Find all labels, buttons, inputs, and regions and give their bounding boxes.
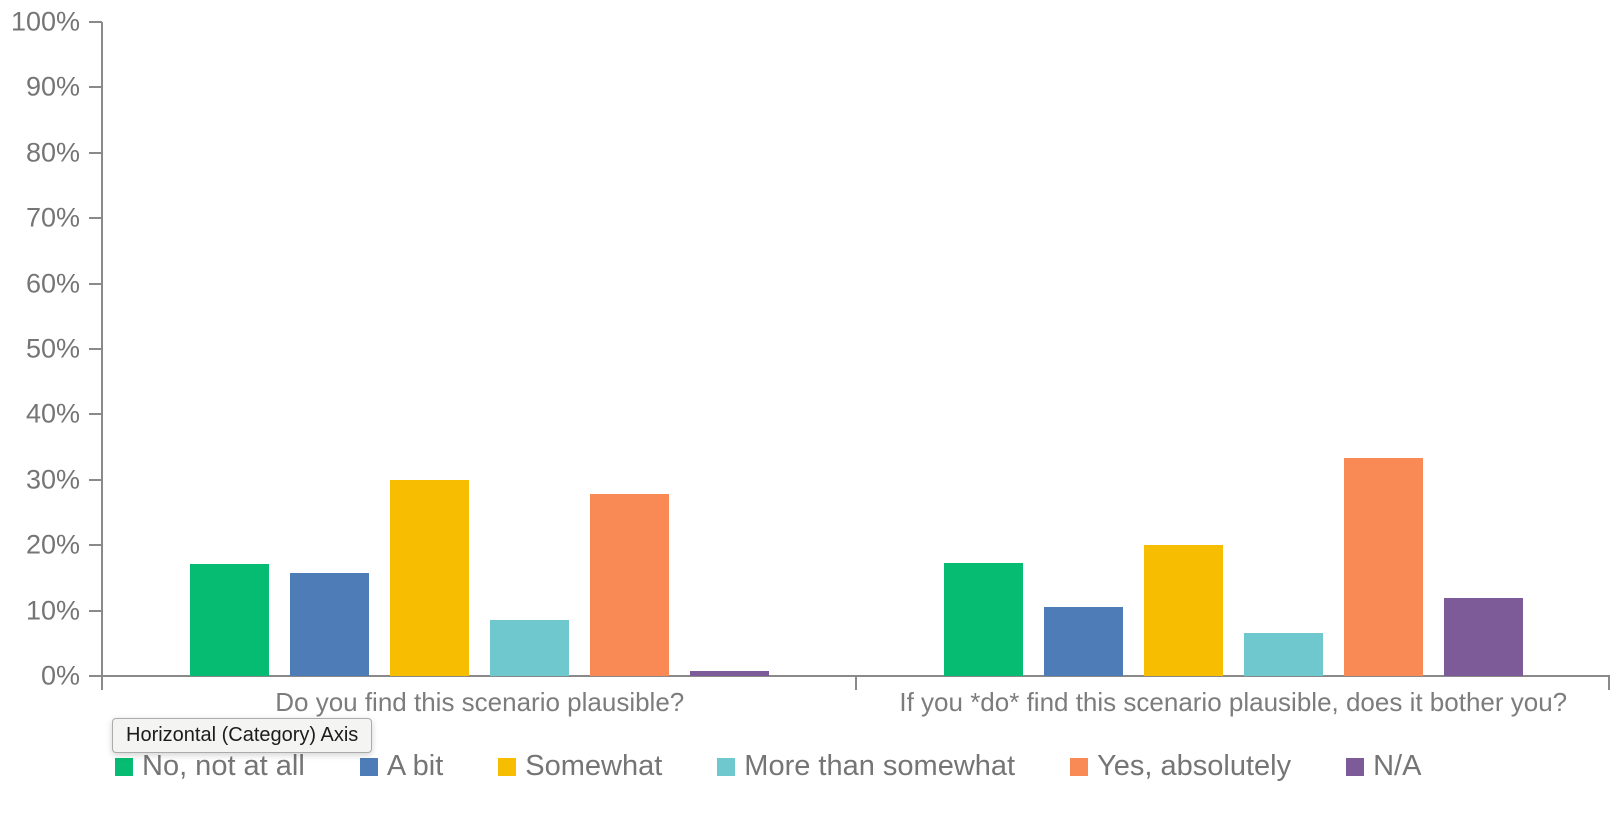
bar-somewhat[interactable] — [390, 479, 470, 676]
y-axis-tick-mark — [89, 413, 102, 416]
value-axis-line — [101, 22, 103, 690]
y-axis-tick-mark — [89, 282, 102, 285]
legend-item-n-a[interactable]: N/A — [1346, 750, 1421, 783]
y-axis-tick-mark — [89, 21, 102, 23]
legend-label: Somewhat — [525, 750, 663, 782]
bar-n-a[interactable] — [1443, 598, 1523, 676]
y-axis-tick-label[interactable]: 40% — [25, 398, 80, 429]
y-axis-tick-label[interactable]: 90% — [25, 71, 80, 102]
y-axis-tick-mark — [89, 544, 102, 547]
bar-group-2 — [857, 22, 1611, 676]
axis-tooltip: Horizontal (Category) Axis — [112, 718, 373, 753]
legend-item-a-bit[interactable]: A bit — [359, 750, 444, 783]
bar-more-than-somewhat[interactable] — [490, 619, 570, 676]
y-axis-tick-mark — [89, 86, 102, 89]
bar-somewhat[interactable] — [1143, 545, 1223, 676]
y-axis-tick-label[interactable]: 20% — [25, 529, 80, 560]
legend-label: Yes, absolutely — [1097, 750, 1292, 782]
y-axis-tick-mark — [89, 348, 102, 350]
legend-label: A bit — [386, 750, 444, 782]
legend-item-more-than-somewhat[interactable]: More than somewhat — [717, 750, 1015, 783]
legend-swatch-no-not-at-all — [115, 757, 133, 776]
legend-swatch-n-a — [1346, 757, 1365, 776]
y-axis-tick-label[interactable]: 50% — [25, 333, 80, 364]
category-axis-label-2[interactable]: If you *do* find this scenario plausible… — [899, 687, 1568, 717]
bar-n-a[interactable] — [690, 671, 770, 676]
y-axis-tick-mark — [89, 217, 102, 220]
bar-a-bit[interactable] — [290, 573, 370, 676]
bar-no-not-at-all[interactable] — [190, 564, 270, 676]
legend-item-somewhat[interactable]: Somewhat — [498, 750, 662, 783]
y-axis-tick-label[interactable]: 0% — [40, 660, 80, 691]
bar-yes-absolutely[interactable] — [590, 493, 670, 676]
y-axis-tick-label[interactable]: 70% — [25, 202, 80, 233]
legend-item-yes-absolutely[interactable]: Yes, absolutely — [1070, 750, 1291, 783]
legend-swatch-more-than-somewhat — [717, 757, 736, 776]
legend-swatch-yes-absolutely — [1070, 757, 1089, 776]
legend-label: No, not at all — [142, 750, 305, 782]
y-axis-tick-mark — [89, 151, 102, 154]
category-axis-line — [101, 675, 1610, 677]
category-axis-tick-mark — [854, 677, 857, 690]
y-axis-tick-label[interactable]: 80% — [25, 137, 80, 168]
bar-no-not-at-all[interactable] — [943, 562, 1023, 676]
legend-label: N/A — [1373, 750, 1422, 782]
legend-item-no-not-at-all[interactable]: No, not at all — [115, 750, 305, 783]
legend: No, not at all A bit Somewhat More than som… — [115, 750, 1555, 783]
bar-group-1 — [103, 22, 857, 676]
y-axis-tick-label[interactable]: 10% — [25, 595, 80, 626]
legend-swatch-a-bit — [359, 757, 378, 776]
y-axis-tick-label[interactable]: 30% — [25, 464, 80, 495]
legend-label: More than somewhat — [744, 750, 1016, 782]
y-axis-tick-mark — [89, 478, 102, 481]
y-axis-tick-mark — [89, 609, 102, 612]
bar-more-than-somewhat[interactable] — [1243, 632, 1323, 676]
legend-swatch-somewhat — [498, 757, 517, 776]
category-axis-tick-mark — [1608, 677, 1610, 690]
bar-a-bit[interactable] — [1043, 607, 1123, 676]
category-axis-label-1[interactable]: Do you find this scenario plausible? — [275, 687, 685, 717]
y-axis-tick-label[interactable]: 60% — [25, 268, 80, 299]
y-axis-tick-mark — [89, 675, 102, 677]
bar-yes-absolutely[interactable] — [1343, 458, 1423, 676]
y-axis-tick-label[interactable]: 100% — [10, 6, 80, 37]
